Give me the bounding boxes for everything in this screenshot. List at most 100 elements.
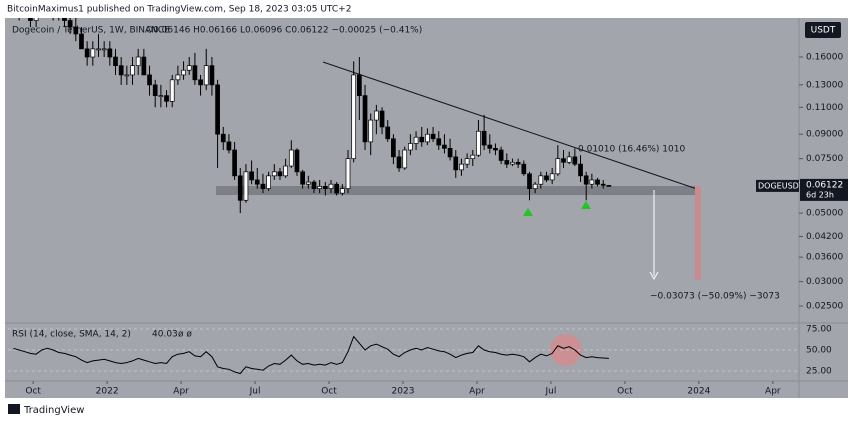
candle-body xyxy=(544,175,549,181)
candle-body xyxy=(260,183,266,189)
candle-body xyxy=(158,95,164,97)
candle-body xyxy=(283,165,288,177)
x-tick-label: 2022 xyxy=(96,387,119,397)
candle-body xyxy=(209,65,215,86)
candle-body xyxy=(198,79,203,86)
candle-body xyxy=(572,156,578,165)
candle-body xyxy=(396,156,402,169)
candle-body xyxy=(203,65,209,86)
y-tick-label: 0.03600 xyxy=(806,253,843,263)
x-tick-label: Oct xyxy=(25,387,41,397)
candle-body xyxy=(62,18,67,21)
measure-label: 0.01010 (16.46%) 1010 xyxy=(578,145,685,155)
symbol-title: Dogecoin / TetherUS, 1W, BINANCE xyxy=(12,26,170,36)
rsi-line xyxy=(13,335,609,375)
price-tag-label: 0.06122 xyxy=(806,180,843,190)
candle-body xyxy=(294,149,300,173)
rsi-tick-label: 50.00 xyxy=(806,346,832,356)
candle-body xyxy=(425,133,430,143)
candle-body xyxy=(561,158,566,163)
candle-body xyxy=(459,163,464,171)
candle-body xyxy=(254,179,260,185)
candle-body xyxy=(249,171,254,181)
x-tick-label: Apr xyxy=(173,387,189,397)
currency-label: USDT xyxy=(811,26,836,36)
candle-body xyxy=(430,133,436,140)
candle-body xyxy=(84,48,90,58)
x-tick-label: Oct xyxy=(321,387,337,397)
x-tick-label: Apr xyxy=(469,387,485,397)
candle-body xyxy=(351,74,357,160)
candle-body xyxy=(101,48,107,51)
ohlc-legend: O0.06146 H0.06166 L0.06096 C0.06122 −0.0… xyxy=(146,26,422,36)
candle-body xyxy=(504,160,510,165)
candle-body xyxy=(447,147,453,158)
candle-body xyxy=(600,183,606,186)
candle-body xyxy=(527,173,532,189)
candle-body xyxy=(141,56,147,76)
x-tick-label: Jul xyxy=(249,387,261,397)
candle-body xyxy=(555,158,561,175)
support-marker xyxy=(581,201,591,209)
candle-body xyxy=(521,163,527,175)
rsi-tick-label: 25.00 xyxy=(806,367,832,377)
candle-body xyxy=(317,186,323,189)
trend-line xyxy=(322,61,698,190)
candle-body xyxy=(124,74,130,77)
y-tick-label: 0.04200 xyxy=(806,232,843,242)
candle-body xyxy=(152,84,158,96)
candle-body xyxy=(583,175,589,185)
candle-body xyxy=(220,133,226,143)
candle-body xyxy=(186,65,192,71)
x-tick-label: Jul xyxy=(545,387,557,397)
candles xyxy=(18,18,612,214)
y-tick-label: 0.02500 xyxy=(806,302,843,312)
candle-body xyxy=(113,56,118,67)
y-tick-label: 0.13000 xyxy=(806,80,843,90)
candle-body xyxy=(135,56,141,67)
x-tick-label: Oct xyxy=(617,387,633,397)
y-tick-label: 0.07500 xyxy=(806,154,843,164)
candle-body xyxy=(538,175,544,185)
candle-body xyxy=(322,186,328,189)
candle-body xyxy=(79,33,84,50)
support-zone xyxy=(216,186,700,195)
candle-body xyxy=(266,175,271,189)
candle-body xyxy=(436,138,442,146)
candle-body xyxy=(408,143,413,151)
candle-body xyxy=(271,171,277,177)
rsi-extra: ø ø xyxy=(178,330,192,340)
y-tick-label: 0.16000 xyxy=(806,53,843,63)
candle-body xyxy=(481,130,487,146)
candle-body xyxy=(192,65,198,81)
candle-body xyxy=(67,20,73,28)
candle-body xyxy=(368,119,374,143)
countdown: 6d 23h xyxy=(806,190,834,199)
y-tick-label: 0.05000 xyxy=(806,209,843,219)
candle-body xyxy=(379,110,385,128)
candle-body xyxy=(464,158,470,165)
target-zone xyxy=(695,186,701,280)
candle-body xyxy=(33,18,39,21)
brand: TradingView xyxy=(23,405,84,416)
publish-line: BitcoinMaximus1 published on TradingView… xyxy=(7,5,351,15)
chart-background xyxy=(5,18,848,398)
support-marker xyxy=(523,208,533,216)
candle-body xyxy=(453,156,459,171)
candle-body xyxy=(606,185,612,187)
candle-body xyxy=(470,154,476,160)
currency-button[interactable] xyxy=(805,22,841,38)
candle-body xyxy=(510,161,515,165)
candle-body xyxy=(566,156,572,163)
candle-body xyxy=(578,163,583,177)
candle-body xyxy=(334,183,340,194)
candle-body xyxy=(305,181,311,185)
candle-body xyxy=(549,173,555,181)
candle-body xyxy=(498,149,504,161)
candle-body xyxy=(374,110,379,121)
candle-body xyxy=(311,181,317,189)
candle-body xyxy=(215,84,220,135)
candle-body xyxy=(419,136,425,143)
candle-body xyxy=(345,158,351,189)
